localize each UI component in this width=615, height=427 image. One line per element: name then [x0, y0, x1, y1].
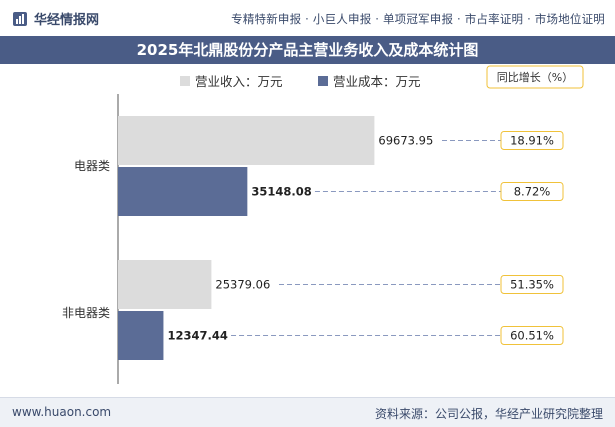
growth-label-s0-c0: 18.91%	[510, 134, 554, 148]
title-bar: 2025年北鼎股份分产品主营业务收入及成本统计图	[0, 36, 615, 64]
source-label: 资料来源：公司公报，华经产业研究院整理	[374, 407, 603, 421]
value-label-s0-c0: 69673.95	[378, 134, 433, 148]
bar-s1-c1	[118, 311, 164, 360]
category-label-appliance: 电器类	[74, 159, 110, 173]
bar-s1-c0	[118, 167, 248, 216]
growth-box-s1-c1	[500, 326, 564, 345]
value-label-s0-c1: 25379.06	[215, 278, 270, 292]
legend-label-cost: 营业成本：万元	[333, 74, 421, 89]
top-bar: 华经情报网 专精特新申报 · 小巨人申报 · 单项冠军申报 · 市占率证明 · …	[0, 0, 615, 37]
chart-svg: 营业收入：万元 营业成本：万元 同比增长（%） 电器类 非电器类 69673.9…	[62, 65, 584, 384]
header-tagline: 专精特新申报 · 小巨人申报 · 单项冠军申报 · 市占率证明 · 市场地位证明	[231, 12, 605, 26]
growth-label-s0-c1: 51.35%	[510, 278, 554, 292]
growth-header-label: 同比增长（%）	[497, 70, 573, 84]
growth-label-s1-c0: 8.72%	[514, 185, 551, 199]
growth-header-box	[486, 65, 584, 89]
brand-logo-icon	[13, 11, 27, 26]
value-label-s1-c1: 12347.44	[167, 329, 227, 343]
bar-s0-c1	[118, 260, 212, 309]
website-label: www.huaon.com	[12, 405, 112, 419]
growth-box-s1-c0	[500, 182, 564, 201]
legend: 营业收入：万元 营业成本：万元	[180, 74, 421, 89]
growth-label-s1-c1: 60.51%	[510, 329, 554, 343]
growth-box-s0-c1	[500, 275, 564, 294]
category-label-non-appliance: 非电器类	[62, 306, 110, 320]
legend-swatch-revenue	[180, 76, 190, 86]
growth-header: 同比增长（%）	[486, 65, 584, 89]
growth-box-s0-c0	[500, 131, 564, 150]
bars: 69673.95 18.91% 25379.06 51.35% 35148.08 8.72…	[118, 116, 564, 360]
chart-title: 2025年北鼎股份分产品主营业务收入及成本统计图	[136, 41, 479, 59]
brand-name: 华经情报网	[34, 13, 100, 28]
bottom-bar: www.huaon.com 资料来源：公司公报，华经产业研究院整理	[0, 397, 615, 427]
legend-label-revenue: 营业收入：万元	[195, 74, 283, 89]
value-label-s1-c0: 35148.08	[251, 185, 311, 199]
brand: 华经情报网	[12, 9, 99, 28]
legend-swatch-cost	[318, 76, 328, 86]
bar-s0-c0	[118, 116, 375, 165]
